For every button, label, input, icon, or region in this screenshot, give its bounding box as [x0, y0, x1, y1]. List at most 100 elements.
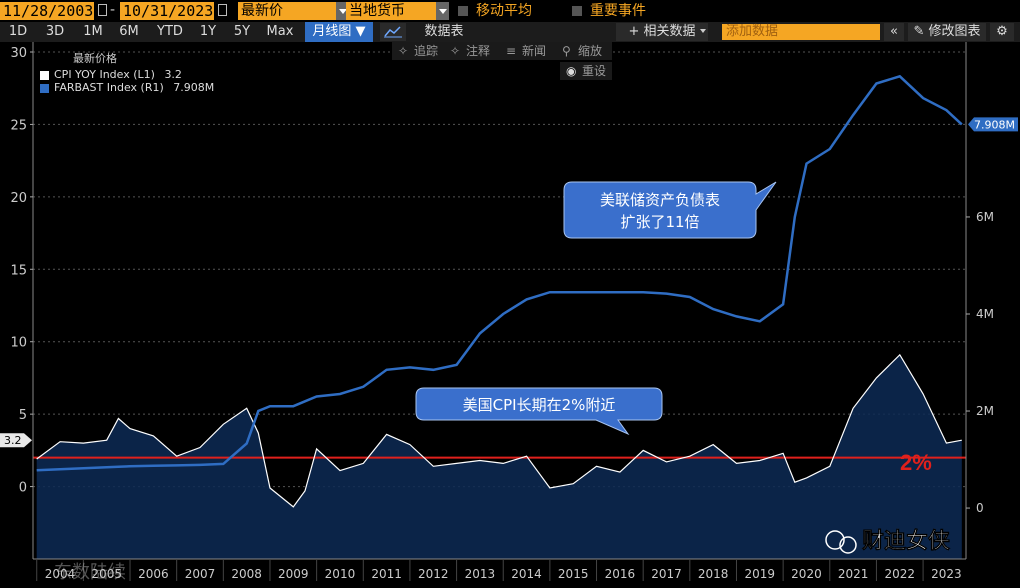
legend-value-cpi: 3.2: [164, 68, 182, 81]
x-tick-label: 2011: [371, 567, 402, 581]
period-1m[interactable]: 1M: [83, 24, 103, 39]
add-data-input[interactable]: 添加数据: [722, 24, 880, 40]
x-tick-label: 2008: [231, 567, 262, 581]
calendar-icon[interactable]: [218, 4, 227, 16]
x-tick-label: 2009: [278, 567, 309, 581]
left-tick-label: 5: [19, 408, 27, 423]
cpi-area-fill: [36, 354, 962, 559]
annotation-fed-line1: 美联储资产负债表: [600, 191, 720, 209]
left-tick-label: 20: [10, 191, 27, 206]
left-tick-label: 15: [10, 263, 27, 278]
period-5y[interactable]: 5Y: [233, 24, 251, 39]
annotation-fed-line2: 扩张了11倍: [620, 213, 699, 231]
left-tick-label: 10: [10, 336, 27, 351]
annotation-fed-expansion: 美联储资产负债表 扩张了11倍: [563, 181, 777, 239]
news-button[interactable]: 新闻: [522, 44, 547, 58]
period-1d[interactable]: 1D: [8, 24, 28, 39]
gear-icon[interactable]: ⚙: [990, 23, 1014, 41]
moving-average-checkbox[interactable]: [458, 6, 468, 16]
date-separator: -: [110, 2, 116, 18]
period-3d[interactable]: 3D: [45, 24, 65, 39]
zoom-button[interactable]: 缩放: [578, 44, 603, 58]
x-axis-ticks: 2004 2005 2006 2007 2008 2009 2010 2011 2012 2013…: [36, 559, 962, 581]
fed-last-value-tag: 7.908M: [968, 117, 1018, 132]
x-tick-label: 2022: [884, 567, 915, 581]
legend-label-fed: FARBAST Index (R1): [54, 81, 164, 94]
cpi-last-value-shape: [0, 433, 32, 448]
x-tick-label: 2013: [465, 567, 496, 581]
annotation-cpi-near-2pct: 美国CPI长期在2%附近: [415, 387, 663, 436]
right-tick-label: 6M: [976, 210, 994, 224]
edit-chart-button[interactable]: ✎ 修改图表: [908, 23, 986, 41]
legend-item-fed[interactable]: FARBAST Index (R1) 7.908M: [40, 81, 214, 94]
chevron-down-icon[interactable]: [436, 2, 449, 20]
x-tick-label: 2015: [558, 567, 589, 581]
frequency-select[interactable]: 月线图 ▼: [305, 22, 373, 42]
events-checkbox[interactable]: [572, 6, 582, 16]
legend-item-cpi[interactable]: CPI YOY Index (L1) 3.2: [40, 68, 214, 81]
left-tick-label: 0: [19, 481, 27, 496]
price-field-select[interactable]: 最新价: [238, 2, 336, 20]
track-button[interactable]: 追踪: [414, 44, 439, 58]
x-tick-label: 2018: [698, 567, 729, 581]
reset-icon: ◉: [566, 64, 577, 78]
legend: 最新价格 CPI YOY Index (L1) 3.2 FARBAST Inde…: [40, 50, 214, 94]
period-1y[interactable]: 1Y: [199, 24, 217, 39]
cpi-last-value-tag: 3.2: [0, 433, 32, 448]
related-data-button[interactable]: + 相关数据: [616, 23, 708, 41]
legend-swatch-fed: [40, 83, 49, 93]
period-ytd[interactable]: YTD: [157, 24, 183, 39]
x-tick-label: 2004: [45, 567, 76, 581]
x-tick-label: 2010: [325, 567, 356, 581]
axes: [32, 42, 967, 560]
pencil-icon: ✎: [913, 24, 925, 39]
events-label: 重要事件: [590, 3, 646, 19]
legend-value-fed: 7.908M: [173, 81, 215, 94]
crosshair-icon: ✧: [398, 44, 409, 58]
reset-menu: ◉ 重设: [560, 62, 612, 80]
annotate-icon: ✧: [450, 44, 461, 58]
watermark-bottom-left: 东数陆续: [54, 562, 126, 583]
currency-select[interactable]: 当地货币: [346, 2, 436, 20]
x-tick-label: 2012: [418, 567, 449, 581]
calendar-icon[interactable]: [98, 4, 107, 16]
x-tick-label: 2007: [185, 567, 216, 581]
x-tick-label: 2020: [791, 567, 822, 581]
right-tick-label: 2M: [976, 404, 994, 418]
x-tick-label: 2019: [745, 567, 776, 581]
period-max[interactable]: Max: [266, 24, 294, 39]
left-axis-ticks: 0 5 10 15 20 25 30: [10, 46, 33, 496]
watermark-bottom-right: 财迪女侠: [825, 528, 951, 554]
legend-title: 最新价格: [73, 52, 117, 65]
watermark-right-text: 财迪女侠: [862, 528, 951, 554]
chevron-down-icon[interactable]: [336, 2, 349, 20]
period-6m[interactable]: 6M: [119, 24, 139, 39]
chart-tool-menu: ✧ 追踪 ✧ 注释 ≡ 新闻 ⚲ 缩放: [392, 42, 612, 60]
line-chart-icon[interactable]: [380, 23, 406, 41]
series-cpi-line: [36, 353, 962, 508]
data-table-button[interactable]: 数据表: [424, 24, 464, 39]
x-tick-label: 2005: [91, 567, 122, 581]
annotate-button[interactable]: 注释: [466, 44, 491, 58]
right-tick-label: 0: [976, 501, 984, 515]
wechat-icon: [825, 530, 845, 550]
chevron-down-icon[interactable]: [700, 29, 706, 33]
reference-label: 2%: [900, 450, 932, 475]
end-date-field[interactable]: 10/31/2023: [120, 2, 214, 20]
fed-last-value: 7.908M: [974, 118, 1015, 131]
collapse-icon[interactable]: «: [884, 23, 904, 41]
x-tick-label: 2014: [511, 567, 542, 581]
series-fed-line: [36, 74, 963, 472]
x-tick-label: 2023: [931, 567, 962, 581]
legend-swatch-cpi: [40, 70, 49, 80]
x-tick-label: 2017: [651, 567, 682, 581]
right-tick-label: 4M: [976, 307, 994, 321]
toolbar-periods: 1D 3D 1M 6M YTD 1Y 5Y Max 月线图 ▼ 数据表 + 相关…: [0, 22, 1020, 42]
start-date-field[interactable]: 11/28/2003: [0, 2, 94, 20]
x-tick-label: 2006: [138, 567, 169, 581]
left-tick-label: 25: [10, 118, 27, 133]
moving-average-label: 移动平均: [476, 3, 532, 19]
chart-canvas: 2004 2005 2006 2007 2008 2009 2010 2011 2012 2013…: [0, 42, 1020, 588]
fed-last-value-shape: [968, 117, 1018, 132]
reset-button[interactable]: 重设: [582, 64, 607, 78]
